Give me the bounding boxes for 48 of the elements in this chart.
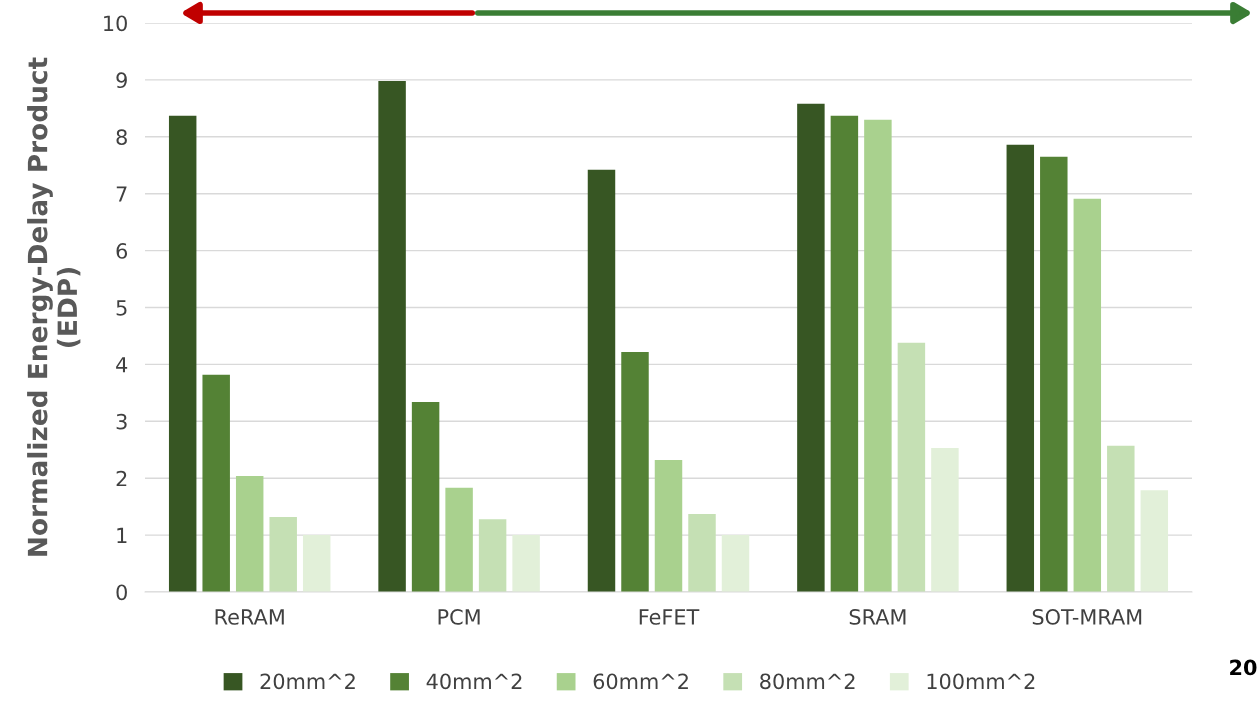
bar <box>1073 198 1102 592</box>
bar <box>269 516 297 592</box>
bar <box>864 119 892 592</box>
text: 20 <box>1230 659 1257 676</box>
x-tick-label: PCM <box>438 609 480 625</box>
bar <box>621 351 649 592</box>
y-tick-label: 6 <box>116 243 128 259</box>
bar <box>587 169 616 592</box>
bar <box>721 535 750 592</box>
bar <box>688 514 716 592</box>
bar <box>1040 156 1068 592</box>
bar <box>235 475 264 592</box>
bar <box>168 115 197 592</box>
legend-label: 20mm^2 <box>260 673 355 690</box>
x-tick-label: ReRAM <box>215 609 284 625</box>
y-tick-label: 4 <box>116 357 128 373</box>
x-tick-label: SRAM <box>849 609 906 625</box>
bar <box>1107 445 1135 592</box>
y-tick-label: 7 <box>116 186 127 202</box>
x-tick-label: SOT-MRAM <box>1032 609 1142 625</box>
bar <box>302 535 331 592</box>
bar <box>378 81 406 592</box>
y-tick-label: 0 <box>116 584 127 601</box>
bar <box>411 401 440 592</box>
bar <box>830 115 859 592</box>
bar <box>202 374 230 592</box>
bar <box>478 519 507 592</box>
bar <box>512 535 540 592</box>
legend-label: 80mm^2 <box>760 673 855 690</box>
y-tick-label: 10 <box>104 15 127 32</box>
bar <box>897 342 926 592</box>
y-tick-label: 2 <box>116 470 127 487</box>
y-tick-label: 3 <box>116 413 127 430</box>
bar <box>445 487 473 592</box>
bar <box>654 459 683 592</box>
y-axis-title: Normalized Energy-Delay Product (EDP) <box>27 57 81 556</box>
legend-label: 40mm^2 <box>426 673 522 690</box>
y-tick-label: 9 <box>116 72 127 89</box>
bar <box>797 103 825 592</box>
legend-label: 60mm^2 <box>593 673 688 690</box>
y-tick-label: 5 <box>116 300 127 316</box>
bar <box>1006 144 1035 592</box>
bar <box>1140 490 1169 592</box>
bar <box>931 448 959 592</box>
y-tick-label: 1 <box>117 527 127 544</box>
y-tick-label: 8 <box>116 129 127 146</box>
x-tick-label: FeFET <box>639 609 700 625</box>
legend-label: 100mm^2 <box>927 673 1035 690</box>
